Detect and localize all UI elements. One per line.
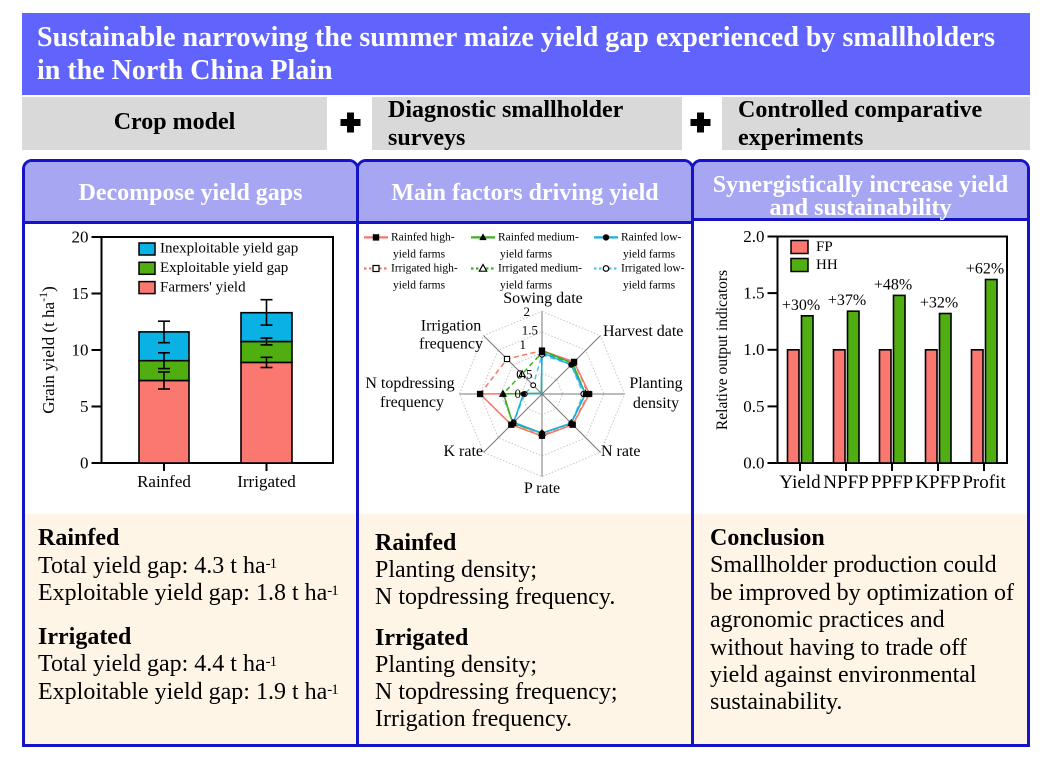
svg-text:yield farms: yield farms	[393, 280, 446, 292]
svg-text:Irrigated: Irrigated	[237, 472, 296, 491]
svg-text:FP: FP	[816, 239, 833, 255]
svg-text:0.0: 0.0	[743, 454, 764, 473]
svg-text:density: density	[633, 395, 679, 412]
svg-text:1.0: 1.0	[743, 340, 764, 359]
svg-text:N rate: N rate	[601, 443, 641, 460]
svg-text:KPFP: KPFP	[915, 472, 960, 493]
svg-text:1.5: 1.5	[522, 322, 538, 337]
svg-text:N topdressing: N topdressing	[365, 375, 454, 392]
svg-text:2.0: 2.0	[743, 227, 764, 246]
svg-text:P rate: P rate	[524, 480, 560, 497]
svg-text:Yield: Yield	[779, 472, 821, 493]
svg-text:Inexploitable yield gap: Inexploitable yield gap	[160, 241, 298, 257]
svg-text:Rainfed high-: Rainfed high-	[391, 232, 455, 244]
svg-text:PPFP: PPFP	[871, 472, 913, 493]
svg-text:yield farms: yield farms	[393, 248, 446, 260]
svg-text:yield farms: yield farms	[500, 280, 553, 292]
svg-text:Irrigated low-: Irrigated low-	[621, 263, 685, 275]
svg-text:HH: HH	[816, 257, 838, 273]
svg-text:Profit: Profit	[962, 472, 1006, 493]
svg-text:Grain yield (t ha-1): Grain yield (t ha-1)	[36, 286, 58, 414]
svg-text:10: 10	[72, 341, 89, 360]
svg-text:Irrigated high-: Irrigated high-	[391, 263, 458, 275]
svg-text:Relative output indicators: Relative output indicators	[714, 270, 731, 430]
svg-text:5: 5	[80, 397, 89, 416]
svg-text:yield farms: yield farms	[623, 280, 676, 292]
svg-text:Rainfed low-: Rainfed low-	[621, 232, 682, 244]
svg-text:Farmers' yield: Farmers' yield	[160, 279, 246, 295]
svg-text:+30%: +30%	[782, 297, 820, 314]
svg-text:frequency: frequency	[380, 394, 444, 411]
svg-text:0.5: 0.5	[743, 397, 764, 416]
svg-text:Rainfed medium-: Rainfed medium-	[498, 232, 579, 244]
svg-text:yield farms: yield farms	[623, 248, 676, 260]
svg-text:K rate: K rate	[443, 443, 483, 460]
svg-text:+37%: +37%	[828, 292, 866, 309]
svg-text:Irrigated medium-: Irrigated medium-	[498, 263, 582, 275]
svg-text:Rainfed: Rainfed	[137, 472, 191, 491]
svg-text:Exploitable yield gap: Exploitable yield gap	[160, 260, 288, 276]
svg-text:0: 0	[80, 454, 89, 473]
svg-text:2: 2	[524, 304, 531, 319]
svg-text:Planting: Planting	[629, 375, 682, 392]
svg-text:0: 0	[515, 386, 522, 401]
svg-text:20: 20	[72, 228, 89, 247]
svg-text:+48%: +48%	[874, 276, 912, 293]
svg-text:frequency: frequency	[419, 336, 483, 353]
svg-text:1: 1	[520, 337, 527, 352]
svg-text:+62%: +62%	[966, 261, 1004, 278]
svg-text:Irrigation: Irrigation	[421, 318, 481, 335]
svg-text:+32%: +32%	[920, 295, 958, 312]
svg-text:NPFP: NPFP	[823, 472, 868, 493]
svg-text:Harvest date: Harvest date	[603, 323, 683, 340]
svg-text:0.5: 0.5	[516, 366, 532, 381]
svg-text:1.5: 1.5	[743, 284, 764, 303]
svg-text:15: 15	[72, 284, 89, 303]
svg-text:Sowing date: Sowing date	[503, 290, 583, 307]
svg-text:yield farms: yield farms	[500, 248, 553, 260]
